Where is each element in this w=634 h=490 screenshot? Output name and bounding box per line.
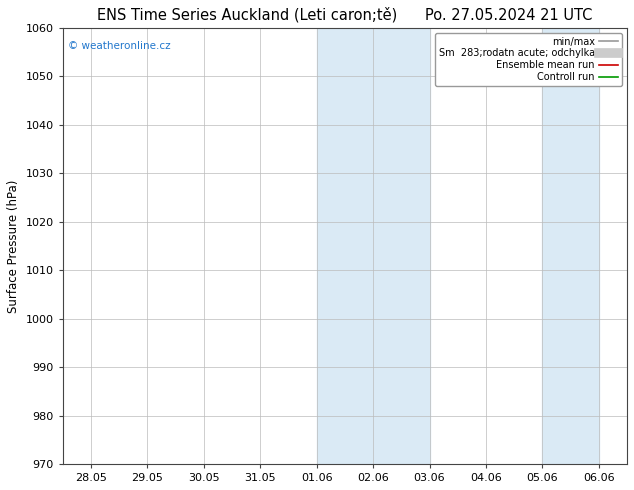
Y-axis label: Surface Pressure (hPa): Surface Pressure (hPa) [7, 179, 20, 313]
Legend: min/max, Sm  283;rodatn acute; odchylka, Ensemble mean run, Controll run: min/max, Sm 283;rodatn acute; odchylka, … [435, 33, 622, 86]
Bar [316, 28, 429, 464]
Text: © weatheronline.cz: © weatheronline.cz [68, 41, 171, 51]
Title: ENS Time Series Auckland (Leti caron;tě)      Po. 27.05.2024 21 UTC: ENS Time Series Auckland (Leti caron;tě)… [97, 7, 593, 23]
Bar [543, 28, 599, 464]
